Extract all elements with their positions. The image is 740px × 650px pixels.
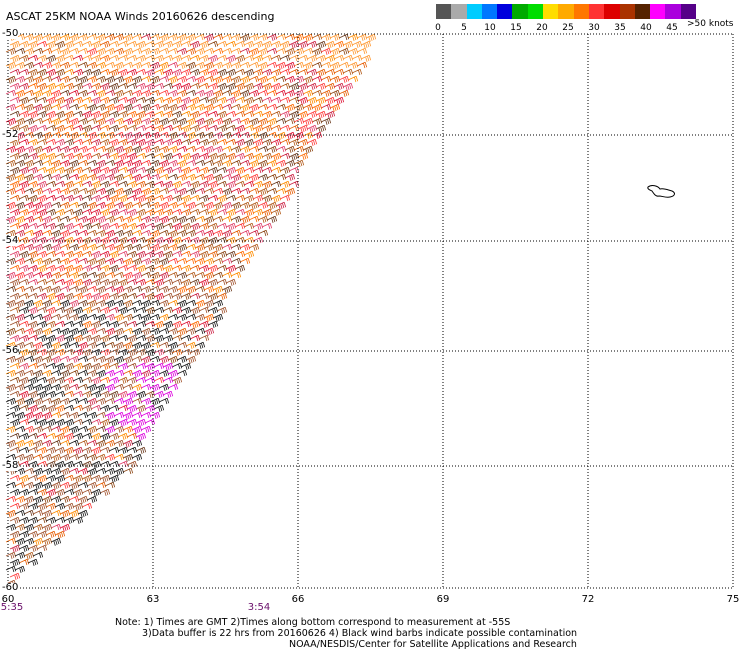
colorbar-segment: [573, 4, 590, 19]
colorbar-segment: [619, 4, 636, 19]
colorbar-segment: [466, 4, 483, 19]
colorbar-segment: [588, 4, 605, 19]
colorbar-segment: [497, 4, 513, 19]
colorbar-tick: 30: [588, 23, 600, 33]
wind-barb-group: [5, 278, 237, 588]
colorbar-tick: 5: [461, 23, 467, 33]
latitude-label: -52: [2, 129, 19, 140]
colorbar-segment: [665, 4, 682, 19]
note-line-3: NOAA/NESDIS/Center for Satellite Applica…: [289, 639, 577, 650]
wind-barb-group: [9, 33, 345, 553]
note-line-1: Note: 1) Times are GMT 2)Times along bot…: [115, 617, 511, 628]
colorbar-segment: [558, 4, 575, 19]
wind-barb-group: [5, 54, 354, 531]
wind-barb-group: [5, 40, 350, 581]
colorbar-segment: [543, 4, 559, 19]
colorbar-segment: [650, 4, 666, 19]
time-label-mid: 3:54: [247, 602, 271, 613]
colorbar-tick: 10: [484, 23, 496, 33]
colorbar-segment: [481, 4, 498, 19]
wind-barb-group: [5, 33, 363, 560]
island-outline: [647, 185, 675, 198]
wind-barb-group: [5, 33, 350, 524]
colorbar-segment: [527, 4, 544, 19]
colorbar-segment: [634, 4, 651, 19]
longitude-label: 60: [1, 594, 15, 605]
colorbar-segment: [436, 4, 452, 19]
colorbar-tick: 0: [435, 23, 441, 33]
wind-barb-group: [5, 33, 368, 566]
wind-barb-group: [5, 33, 350, 517]
colorbar-units: >50 knots: [687, 19, 734, 29]
colorbar-segment: [680, 4, 697, 19]
colorbar-segment: [604, 4, 621, 19]
map-title: ASCAT 25KM NOAA Winds 20160626 descendin…: [6, 10, 275, 23]
wind-barb-group: [104, 362, 179, 441]
longitude-label: 75: [726, 594, 740, 605]
colorbar-segment: [512, 4, 529, 19]
longitude-label: 69: [436, 594, 450, 605]
wind-barb-group: [5, 299, 224, 574]
latitude-label: -60: [2, 582, 19, 593]
wind-barb-group: [5, 54, 345, 532]
colorbar-tick: 25: [562, 23, 574, 33]
colorbar-tick: 40: [640, 23, 652, 33]
colorbar-tick: 45: [666, 23, 678, 33]
longitude-label: 72: [581, 594, 595, 605]
note-line-2: 3)Data buffer is 22 hrs from 20160626 4)…: [142, 628, 578, 639]
wind-barb-swath: [5, 33, 377, 588]
latitude-label: -54: [2, 235, 19, 246]
colorbar-tick: 15: [510, 23, 522, 33]
longitude-label: 63: [146, 594, 160, 605]
lat-lon-grid: [7, 33, 734, 589]
wind-barb-group: [5, 33, 359, 546]
longitude-label: 66: [291, 594, 305, 605]
colorbar-tick: 35: [614, 23, 626, 33]
latitude-label: -50: [2, 28, 19, 39]
time-label-start: 5:35: [0, 602, 24, 613]
latitude-label: -58: [2, 460, 19, 471]
latitude-label: -56: [2, 345, 19, 356]
wind-speed-colorbar: 0 5 10 15 20 25 30 35 40 45: [435, 4, 697, 33]
colorbar-segment: [451, 4, 468, 19]
colorbar-tick: 20: [536, 23, 548, 33]
